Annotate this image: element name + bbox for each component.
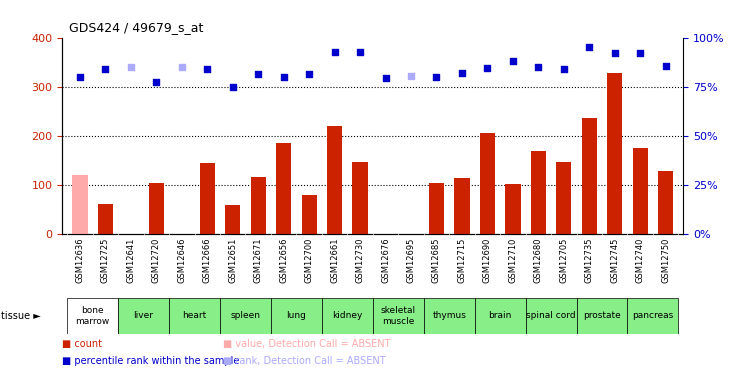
Bar (454, 178, 469, 234)
Text: GSM12700: GSM12700 (305, 238, 314, 283)
Bar (480, 134, 495, 234)
Bar (148, 183, 164, 234)
Text: GSM12710: GSM12710 (508, 238, 518, 283)
Bar (373, 298, 424, 334)
Point (431, 74, 442, 80)
Text: GSM12725: GSM12725 (101, 238, 110, 283)
Text: skeletal
muscle: skeletal muscle (381, 306, 416, 326)
Text: GDS424 / 49679_s_at: GDS424 / 49679_s_at (69, 21, 204, 34)
Text: GSM12715: GSM12715 (458, 238, 466, 283)
Text: GSM12636: GSM12636 (75, 238, 85, 283)
Bar (301, 195, 317, 234)
Point (635, 50, 646, 56)
Point (227, 84, 238, 90)
Point (660, 63, 672, 69)
Text: ■ count: ■ count (62, 339, 102, 350)
Bar (505, 184, 520, 234)
Text: GSM12676: GSM12676 (381, 238, 390, 283)
Bar (429, 183, 444, 234)
Text: GSM12750: GSM12750 (661, 238, 670, 283)
Bar (632, 148, 648, 234)
Bar (276, 143, 292, 234)
Text: GSM12740: GSM12740 (636, 238, 645, 283)
Text: thymus: thymus (432, 311, 466, 320)
Text: GSM12735: GSM12735 (585, 238, 594, 283)
Point (329, 49, 341, 55)
Bar (582, 118, 597, 234)
Bar (424, 298, 474, 334)
Bar (627, 298, 678, 334)
Text: ■ rank, Detection Call = ABSENT: ■ rank, Detection Call = ABSENT (223, 356, 385, 366)
Text: GSM12720: GSM12720 (152, 238, 161, 283)
Point (609, 50, 621, 56)
Text: pancreas: pancreas (632, 311, 673, 320)
Bar (577, 298, 627, 334)
Point (355, 49, 366, 55)
Bar (67, 298, 118, 334)
Point (176, 64, 188, 70)
Text: GSM12685: GSM12685 (432, 238, 441, 283)
Text: GSM12656: GSM12656 (279, 238, 288, 283)
Point (99, 66, 111, 72)
Text: GSM12671: GSM12671 (254, 238, 262, 283)
Point (74, 74, 86, 80)
Bar (607, 74, 622, 234)
Text: spleen: spleen (230, 311, 260, 320)
Bar (556, 162, 572, 234)
Text: GSM12745: GSM12745 (610, 238, 619, 283)
Point (151, 79, 162, 85)
Bar (200, 163, 215, 234)
Point (405, 73, 417, 79)
Bar (322, 298, 373, 334)
Text: GSM12666: GSM12666 (202, 238, 212, 283)
Text: heart: heart (183, 311, 207, 320)
Text: ■ value, Detection Call = ABSENT: ■ value, Detection Call = ABSENT (223, 339, 390, 350)
Bar (352, 162, 368, 234)
Text: GSM12661: GSM12661 (330, 238, 339, 283)
Text: ■ percentile rank within the sample: ■ percentile rank within the sample (62, 356, 240, 366)
Point (303, 71, 315, 77)
Point (278, 74, 289, 80)
Bar (474, 298, 526, 334)
Text: GSM12695: GSM12695 (406, 238, 415, 283)
Text: bone
marrow: bone marrow (75, 306, 110, 326)
Text: GSM12690: GSM12690 (483, 238, 492, 283)
Text: kidney: kidney (332, 311, 363, 320)
Bar (271, 298, 322, 334)
Text: GSM12641: GSM12641 (126, 238, 135, 283)
Text: lung: lung (287, 311, 306, 320)
Text: tissue ►: tissue ► (1, 311, 40, 321)
Bar (225, 205, 240, 234)
Bar (118, 298, 169, 334)
Bar (526, 298, 577, 334)
Point (482, 65, 493, 71)
Text: brain: brain (488, 311, 512, 320)
Bar (251, 177, 266, 234)
Bar (658, 171, 673, 234)
Text: GSM12730: GSM12730 (355, 238, 365, 283)
Point (507, 58, 519, 64)
Bar (98, 204, 113, 234)
Text: GSM12646: GSM12646 (178, 238, 186, 283)
Point (532, 64, 544, 70)
Text: spinal cord: spinal cord (526, 311, 576, 320)
Point (202, 66, 213, 72)
Bar (531, 151, 546, 234)
Bar (327, 126, 342, 234)
Point (558, 66, 569, 72)
Bar (72, 176, 88, 234)
Text: GSM12680: GSM12680 (534, 238, 543, 283)
Text: GSM12651: GSM12651 (228, 238, 238, 283)
Point (456, 70, 468, 76)
Point (583, 44, 595, 50)
Bar (220, 298, 271, 334)
Point (125, 64, 137, 70)
Bar (169, 298, 220, 334)
Text: liver: liver (134, 311, 154, 320)
Point (379, 75, 391, 81)
Point (252, 71, 264, 77)
Text: GSM12705: GSM12705 (559, 238, 568, 283)
Text: prostate: prostate (583, 311, 621, 320)
